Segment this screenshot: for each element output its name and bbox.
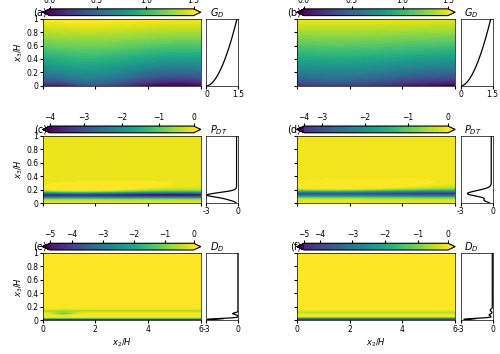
- PathPatch shape: [448, 243, 455, 250]
- Text: (d): (d): [288, 124, 301, 135]
- PathPatch shape: [297, 243, 304, 250]
- Text: (e): (e): [33, 242, 47, 252]
- Y-axis label: $x_3/H$: $x_3/H$: [12, 277, 25, 297]
- Text: $D_D$: $D_D$: [464, 240, 478, 254]
- Text: (b): (b): [288, 7, 301, 17]
- PathPatch shape: [297, 126, 304, 133]
- Text: $P_{DT}$: $P_{DT}$: [210, 123, 228, 137]
- PathPatch shape: [297, 9, 304, 16]
- Text: $G_D$: $G_D$: [210, 6, 224, 20]
- X-axis label: $x_2/H$: $x_2/H$: [366, 336, 386, 349]
- PathPatch shape: [194, 126, 201, 133]
- Text: (f): (f): [290, 242, 301, 252]
- Text: (a): (a): [33, 7, 47, 17]
- PathPatch shape: [194, 243, 201, 250]
- PathPatch shape: [42, 243, 50, 250]
- PathPatch shape: [42, 9, 50, 16]
- PathPatch shape: [448, 9, 455, 16]
- Text: $D_D$: $D_D$: [210, 240, 224, 254]
- Text: (c): (c): [34, 124, 47, 135]
- X-axis label: $x_2/H$: $x_2/H$: [112, 336, 132, 349]
- Text: $P_{DT}$: $P_{DT}$: [464, 123, 481, 137]
- PathPatch shape: [448, 126, 455, 133]
- PathPatch shape: [42, 126, 50, 133]
- Y-axis label: $x_3/H$: $x_3/H$: [12, 160, 25, 179]
- Y-axis label: $x_3/H$: $x_3/H$: [12, 42, 25, 62]
- Text: $G_D$: $G_D$: [464, 6, 478, 20]
- PathPatch shape: [194, 9, 201, 16]
